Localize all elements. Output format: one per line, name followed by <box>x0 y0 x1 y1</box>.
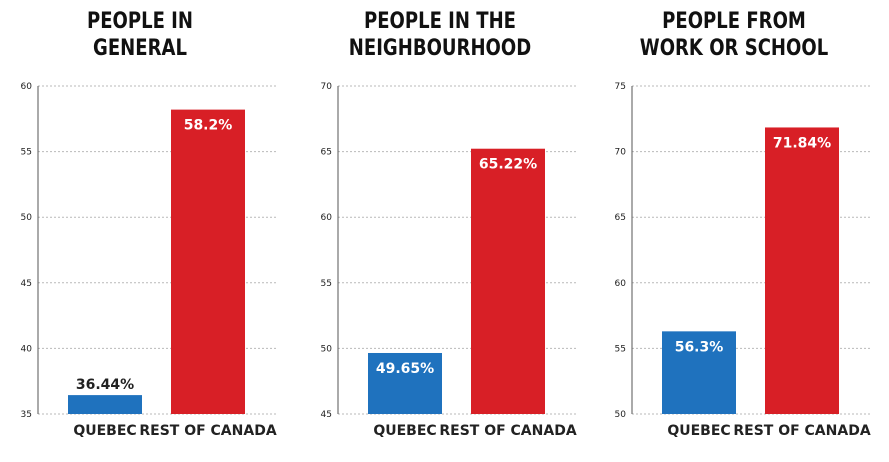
y-tick-label: 65 <box>321 148 332 158</box>
bar-value-label: 36.44% <box>76 377 134 393</box>
y-tick-label: 45 <box>21 279 32 289</box>
chart-title: PEOPLE IN GENERAL <box>86 9 194 61</box>
category-label: REST OF CANADA <box>439 423 576 439</box>
y-tick-label: 70 <box>321 82 333 92</box>
chart-panel-general: PEOPLE IN GENERAL 35 40 45 50 55 60 36.44% QUEB… <box>0 0 280 462</box>
bar-rest-of-canada <box>471 148 545 414</box>
category-label: QUEBEC <box>667 423 730 439</box>
chart-title: PEOPLE IN THE NEIGHBOURHOOD <box>348 9 532 61</box>
bar-value-label: 58.2% <box>184 118 233 134</box>
bar-value-label: 65.22% <box>479 157 537 173</box>
y-tick-label: 70 <box>615 148 627 158</box>
y-tick-label: 55 <box>615 344 626 354</box>
chart-title: PEOPLE FROM WORK OR SCHOOL <box>639 9 829 61</box>
bar-rest-of-canada <box>171 109 245 414</box>
bar-quebec <box>662 331 736 414</box>
bar-quebec <box>368 352 442 414</box>
y-tick-label: 35 <box>21 410 32 420</box>
bar-value-label: 71.84% <box>773 135 831 151</box>
y-tick-label: 50 <box>21 213 33 223</box>
y-tick-label: 55 <box>321 279 332 289</box>
y-tick-label: 65 <box>615 213 626 223</box>
chart-panel-work-school: PEOPLE FROM WORK OR SCHOOL 50 55 60 65 70 75 5… <box>594 0 874 462</box>
chart-panel-neighbourhood: PEOPLE IN THE NEIGHBOURHOOD 45 50 55 60 65 70… <box>300 0 580 462</box>
chart-plot-work-school: 50 55 60 65 70 75 56.3% QUEBEC 71.84% REST OF CAN… <box>615 82 872 439</box>
category-label: QUEBEC <box>73 423 136 439</box>
bar-value-label: 56.3% <box>675 339 724 355</box>
category-label: REST OF CANADA <box>733 423 870 439</box>
y-tick-label: 55 <box>21 148 32 158</box>
bar-rest-of-canada <box>765 127 839 414</box>
chart-plot-general: 35 40 45 50 55 60 36.44% QUEBEC 58.2% REST OF CAN… <box>21 82 278 439</box>
y-tick-label: 75 <box>615 82 626 92</box>
y-tick-label: 60 <box>615 279 627 289</box>
bar-value-label: 49.65% <box>376 361 434 377</box>
y-tick-label: 60 <box>21 82 33 92</box>
y-tick-label: 50 <box>321 344 333 354</box>
category-label: QUEBEC <box>373 423 436 439</box>
y-tick-label: 45 <box>321 410 332 420</box>
y-tick-label: 40 <box>21 344 33 354</box>
y-tick-label: 60 <box>321 213 333 223</box>
bar-quebec <box>68 395 142 414</box>
chart-plot-neighbourhood: 45 50 55 60 65 70 49.65% QUEBEC 65.22% REST OF CA… <box>321 82 578 439</box>
y-tick-label: 50 <box>615 410 627 420</box>
category-label: REST OF CANADA <box>139 423 276 439</box>
